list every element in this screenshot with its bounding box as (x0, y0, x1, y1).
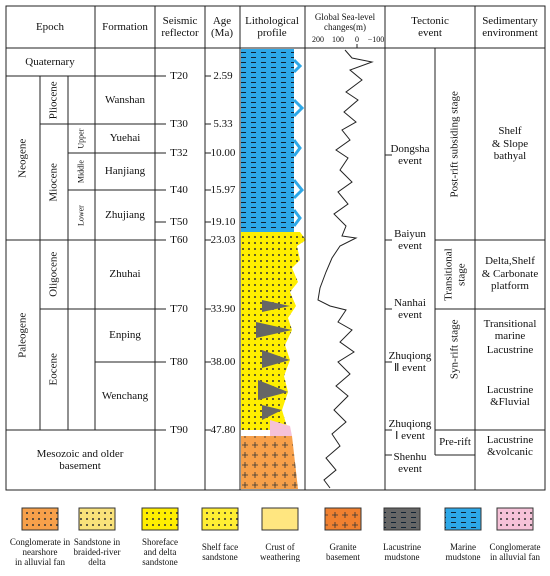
column-header: Formation (102, 20, 148, 33)
legend-swatches (21, 507, 534, 531)
reflector-label: T60 (170, 233, 188, 246)
legend-pattern (325, 508, 361, 530)
age-label: 19.10 (210, 215, 236, 228)
epoch-label: Oligocene (47, 251, 60, 297)
formation-label: Yuehai (109, 131, 141, 144)
lithology (241, 49, 306, 489)
tectonic-stage: Pre-rift (439, 435, 471, 448)
legend-pattern (142, 508, 178, 530)
reflector-label: T30 (170, 117, 188, 130)
legend-pattern (384, 508, 420, 530)
table-lines (5, 5, 546, 491)
sedimentary-environment: Lacustrine (486, 343, 534, 356)
age-label: 23.03 (210, 233, 236, 246)
column-header: Seismic reflector (161, 14, 199, 40)
epoch-label: Miocene (47, 162, 60, 202)
sedimentary-environment: Transitional marine (483, 317, 537, 343)
epoch-label: Upper (76, 128, 86, 149)
epoch-label: Lower (76, 204, 86, 226)
column-header: Age (Ma) (211, 14, 233, 40)
formation-label: Wenchang (101, 389, 149, 402)
reflector-label: T40 (170, 183, 188, 196)
formation-label: Zhujiang (105, 208, 145, 221)
legend-label: Marine mudstone (445, 541, 481, 562)
sedimentary-environment: Lacustrine &Fluvial (486, 383, 534, 409)
formation-label: Wanshan (104, 93, 146, 106)
scale-label: −100 (367, 34, 385, 44)
scale-label: 0 (355, 34, 359, 44)
legend-swatch (261, 507, 299, 531)
tectonic-event: Shenhu event (393, 450, 427, 476)
sea-level-curve (317, 49, 374, 489)
scale-label: 200 (312, 34, 324, 44)
epoch-label: Paleogene (16, 312, 29, 358)
age-label: 38.00 (210, 355, 236, 368)
sedimentary-environment: Shelf & Slope bathyal (491, 125, 529, 163)
age-label: 5.33 (213, 117, 233, 130)
age-label: 33.90 (210, 302, 236, 315)
scale-label: 100 (332, 34, 344, 44)
legend-pattern (497, 508, 533, 530)
legend-label: Conglomerate in alluvial fan (489, 541, 541, 562)
epoch-label: Middle (76, 159, 86, 183)
legend-pattern (445, 508, 481, 530)
epoch-label: Quaternary (25, 55, 75, 68)
reflector-ticks (155, 75, 211, 431)
tectonic-event: Nanhai event (394, 296, 426, 322)
column-header: Global Sea-level changes(m) (314, 11, 376, 32)
tectonic-event: Zhuqiong Ⅰ event (388, 417, 432, 443)
legend-label: Shelf face sandstone (201, 541, 239, 562)
tectonic-stage: Post-rift subsiding stage (448, 90, 461, 197)
formation-label: Zhuhai (109, 267, 141, 280)
reflector-label: T70 (170, 302, 188, 315)
tectonic-event: Zhuqiong Ⅱ event (388, 349, 432, 375)
column-header: Tectonic event (411, 14, 449, 40)
reflector-label: T90 (170, 423, 188, 436)
sedimentary-environment: Delta,Shelf & Carbonate platform (481, 255, 539, 293)
formation-label: Hanjiang (104, 164, 146, 177)
column-header: Lithological profile (245, 14, 299, 40)
tectonic-event: Dongsha event (390, 142, 430, 168)
legend-pattern (79, 508, 115, 530)
legend-label: Granite basement (326, 541, 360, 562)
age-label: 2.59 (213, 69, 233, 82)
column-header: Sedimentary environment (482, 14, 538, 40)
age-label: 47.80 (210, 423, 236, 436)
legend-pattern (22, 508, 58, 530)
legend-pattern (202, 508, 238, 530)
age-label: 15.97 (210, 183, 236, 196)
reflector-label: T32 (170, 146, 188, 159)
legend-label: Crust of weathering (260, 541, 300, 562)
reflector-label: T80 (170, 355, 188, 368)
legend-label: Lacustrine mudstone (383, 541, 421, 562)
tectonic-stage: Syn-rift stage (448, 319, 461, 379)
epoch-label: Mesozoic and older basement (36, 447, 124, 473)
epoch-label: Pliocene (47, 80, 60, 119)
legend-label: Conglomerate in nearshore in alluvial fa… (9, 536, 71, 568)
epoch-label: Eocene (47, 352, 60, 386)
epoch-label: Neogene (16, 138, 29, 178)
reflector-label: T50 (170, 215, 188, 228)
tectonic-event: Baiyun event (394, 227, 426, 253)
column-header: Epoch (35, 20, 65, 33)
sedimentary-environment: Lacustrine &volcanic (486, 433, 534, 459)
legend-label: Sandstone in braided-river delta (73, 536, 121, 568)
legend-label: Shoreface and delta sandstone (142, 536, 178, 568)
formation-label: Enping (109, 328, 141, 341)
age-label: 10.00 (210, 146, 236, 159)
reflector-label: T20 (170, 69, 188, 82)
